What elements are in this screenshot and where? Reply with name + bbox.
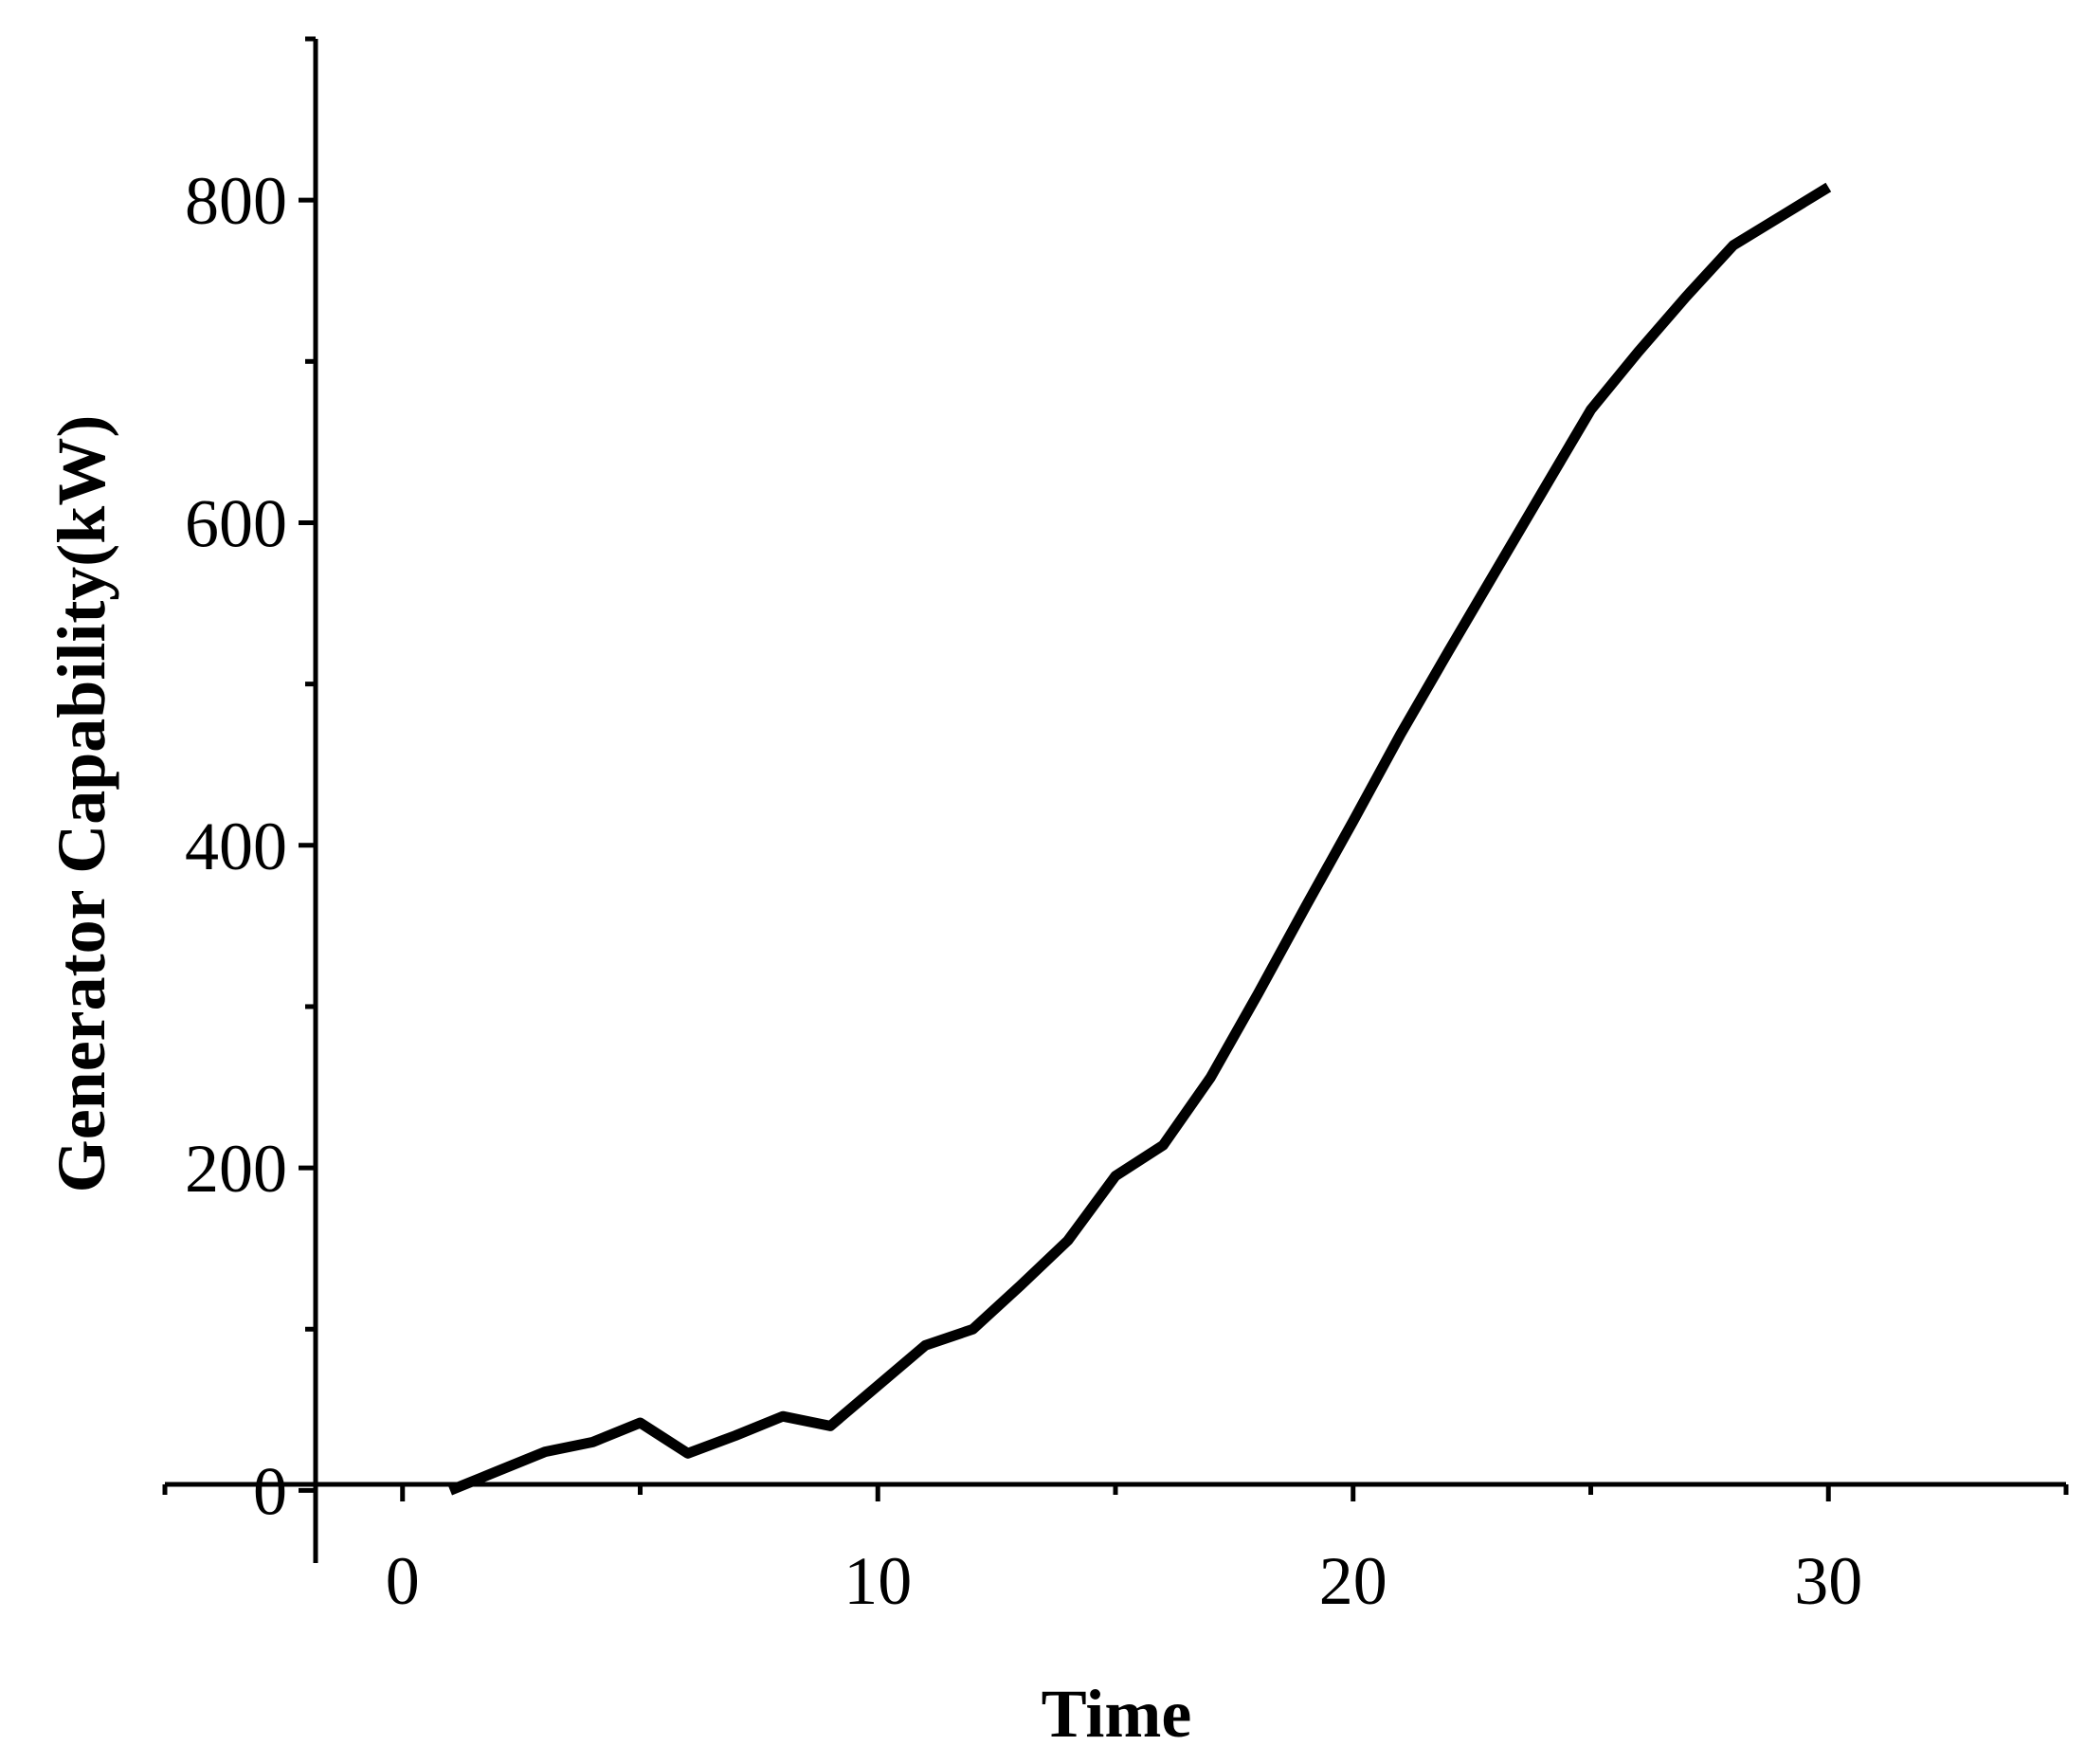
x-tick-label: 20 <box>1319 1543 1387 1619</box>
axes <box>165 39 2066 1563</box>
y-tick-label: 0 <box>253 1453 287 1529</box>
ticks <box>162 36 2069 1501</box>
y-tick-label: 600 <box>185 485 287 561</box>
series-line <box>447 182 1832 1496</box>
x-tick-label: 30 <box>1794 1543 1862 1619</box>
y-tick-label: 200 <box>185 1131 287 1207</box>
x-axis-title: Time <box>1042 1676 1192 1752</box>
tick-labels: 0 10 20 30 0 200 400 600 800 <box>185 163 1862 1619</box>
y-tick-label: 400 <box>185 809 287 884</box>
x-tick-label: 10 <box>843 1543 912 1619</box>
x-tick-label: 0 <box>386 1543 420 1619</box>
y-tick-label: 800 <box>185 163 287 239</box>
plot-area <box>447 182 1832 1496</box>
y-axis-title: Generator Capability(kW) <box>44 415 119 1193</box>
